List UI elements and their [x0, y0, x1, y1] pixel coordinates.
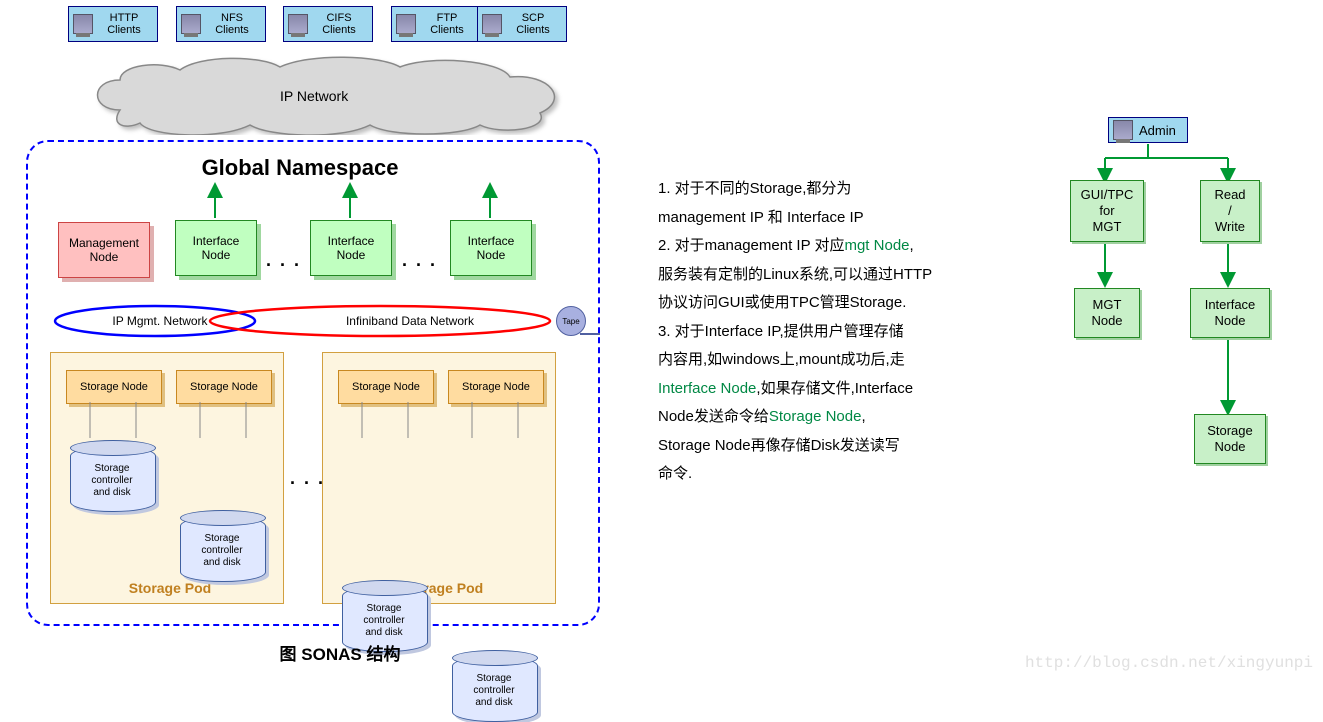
mgmt-node-label: ManagementNode: [69, 236, 139, 265]
interface-node-label: InterfaceNode: [193, 234, 240, 263]
interface-node-label: InterfaceNode: [468, 234, 515, 263]
interface-node: InterfaceNode: [310, 220, 392, 276]
storage-node-box: Storage Node: [448, 370, 544, 404]
storage-node-box: Storage Node: [338, 370, 434, 404]
storage-node-box: Storage Node: [176, 370, 272, 404]
storage-node-box: Storage Node: [66, 370, 162, 404]
management-node: ManagementNode: [58, 222, 150, 278]
interface-node-label: InterfaceNode: [328, 234, 375, 263]
interface-node-box: InterfaceNode: [1190, 288, 1270, 338]
mgt-node-box: MGTNode: [1074, 288, 1140, 338]
person-icon: [1113, 120, 1133, 140]
figure-caption: 图 SONAS 结构: [210, 640, 470, 665]
dots: . . .: [290, 468, 325, 489]
cylinder-label: Storagecontrollerand disk: [473, 661, 514, 709]
storage-node-label: Storage Node: [352, 381, 420, 393]
storage-lines: [66, 402, 276, 442]
storage-cylinder: Storagecontrollerand disk: [180, 510, 264, 580]
storage-lines: [338, 402, 548, 442]
dots: . . .: [402, 250, 437, 271]
dots: . . .: [266, 250, 301, 271]
storage-node-label: Storage Node: [190, 381, 258, 393]
watermark: http://blog.csdn.net/xingyunpi: [1025, 654, 1313, 672]
cylinder-label: Storagecontrollerand disk: [91, 451, 132, 499]
interface-node: InterfaceNode: [175, 220, 257, 276]
infiniband-label: Infiniband Data Network: [310, 314, 510, 328]
tape-tail: [580, 320, 604, 340]
storage-node-label: Storage Node: [80, 381, 148, 393]
gui-tpc-box: GUI/TPCforMGT: [1070, 180, 1144, 242]
interface-node: InterfaceNode: [450, 220, 532, 276]
interface-arrows: [0, 0, 620, 220]
storage-node-box: StorageNode: [1194, 414, 1266, 464]
description-text: 1. 对于不同的Storage,都分为 management IP 和 Inte…: [658, 175, 958, 489]
ip-mgmt-label: IP Mgmt. Network: [90, 314, 230, 328]
storage-cylinder: Storagecontrollerand disk: [70, 440, 154, 510]
cylinder-label: Storagecontrollerand disk: [201, 521, 242, 569]
admin-label: Admin: [1139, 123, 1176, 138]
cylinder-label: Storagecontrollerand disk: [363, 591, 404, 639]
tape-label: Tape: [562, 317, 579, 326]
storage-pod-label: Storage Pod: [100, 580, 240, 596]
storage-node-label: Storage Node: [462, 381, 530, 393]
read-write-box: Read/Write: [1200, 180, 1260, 242]
